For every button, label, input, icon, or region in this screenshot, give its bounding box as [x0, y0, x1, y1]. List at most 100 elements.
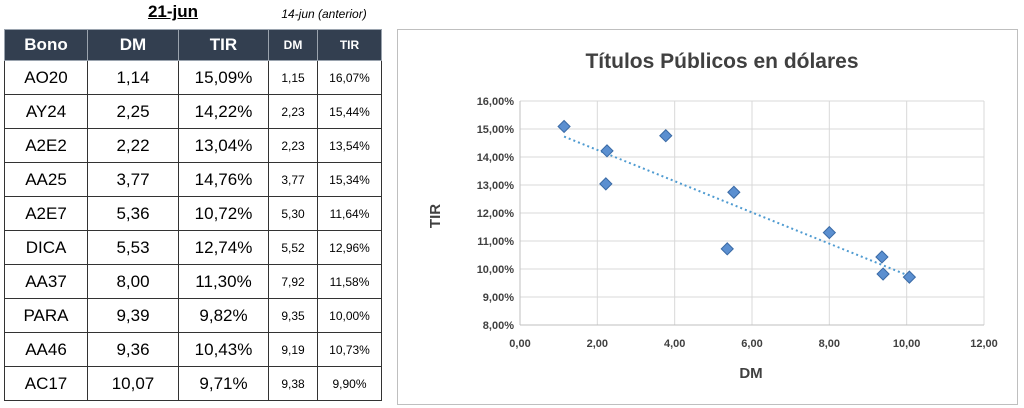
table-row: AA37 8,00 11,30% 7,92 11,58%	[4, 264, 382, 299]
x-tick-label: 6,00	[741, 338, 762, 350]
cell-dm-prev: 9,35	[268, 298, 318, 333]
x-tick-label: 12,00	[970, 338, 998, 350]
table-row: DICA 5,53 12,74% 5,52 12,96%	[4, 230, 382, 265]
chart-title: Títulos Públicos en dólares	[585, 50, 858, 73]
cell-dm: 9,36	[87, 332, 179, 367]
table-row: AA46 9,36 10,43% 9,19 10,73%	[4, 332, 382, 367]
bond-table: Bono DM TIR DM TIR AO20 1,14 15,09% 1,15 16,…	[4, 29, 382, 401]
cell-tir-prev: 11,58%	[317, 264, 382, 299]
cell-bono: DICA	[4, 230, 88, 265]
data-point	[599, 177, 613, 191]
x-tick-label: 2,00	[587, 338, 608, 350]
col-header-tir: TIR	[178, 29, 269, 61]
cell-dm: 9,39	[87, 298, 179, 333]
cell-dm-prev: 9,19	[268, 332, 318, 367]
cell-tir: 13,04%	[178, 128, 269, 163]
trendline-line	[563, 135, 910, 277]
cell-tir-prev: 15,34%	[317, 162, 382, 197]
data-points	[557, 119, 917, 284]
table-row: A2E7 5,36 10,72% 5,30 11,64%	[4, 196, 382, 231]
data-point	[876, 267, 890, 281]
cell-dm-prev: 2,23	[268, 128, 318, 163]
cell-dm: 2,22	[87, 128, 179, 163]
col-header-tir-prev: TIR	[317, 29, 382, 61]
y-tick-label: 8,00%	[483, 320, 514, 332]
y-tick-label: 15,00%	[477, 124, 515, 136]
cell-dm-prev: 1,15	[268, 60, 318, 95]
cell-dm-prev: 9,38	[268, 366, 318, 401]
data-point	[822, 225, 837, 240]
cell-dm: 3,77	[87, 162, 179, 197]
table-row: PARA 9,39 9,82% 9,35 10,00%	[4, 298, 382, 333]
cell-dm: 10,07	[87, 366, 179, 401]
cell-bono: AA25	[4, 162, 88, 197]
y-tick-label: 16,00%	[477, 96, 515, 108]
cell-tir: 9,82%	[178, 298, 269, 333]
cell-dm-prev: 5,52	[268, 230, 318, 265]
cell-tir-prev: 10,73%	[317, 332, 382, 367]
x-tick-label: 10,00	[893, 338, 921, 350]
cell-tir-prev: 13,54%	[317, 128, 382, 163]
data-point	[557, 119, 571, 134]
table-header-row: Bono DM TIR DM TIR	[4, 29, 382, 61]
x-tick-label: 4,00	[664, 338, 685, 350]
cell-bono: AA37	[4, 264, 88, 299]
y-tick-label: 10,00%	[477, 264, 515, 276]
x-tick-label: 0,00	[509, 338, 530, 350]
cell-bono: AO20	[4, 60, 88, 95]
cell-tir-prev: 12,96%	[317, 230, 382, 265]
x-tick-label: 8,00	[819, 338, 840, 350]
cell-dm-prev: 2,23	[268, 94, 318, 129]
cell-tir-prev: 15,44%	[317, 94, 382, 129]
data-point	[727, 185, 741, 199]
cell-tir: 10,43%	[178, 332, 269, 367]
cell-dm: 8,00	[87, 264, 179, 299]
cell-tir: 10,72%	[178, 196, 269, 231]
cell-tir-prev: 9,90%	[317, 366, 382, 401]
data-point	[600, 144, 614, 158]
table-row: AA25 3,77 14,76% 3,77 15,34%	[4, 162, 382, 197]
data-point	[875, 250, 889, 264]
data-point	[720, 242, 734, 256]
table-row: AY24 2,25 14,22% 2,23 15,44%	[4, 94, 382, 129]
data-point	[659, 129, 673, 143]
y-tick-label: 11,00%	[477, 236, 514, 248]
x-axis-label: DM	[739, 365, 762, 382]
cell-bono: AY24	[4, 94, 88, 129]
table-row: AC17 10,07 9,71% 9,38 9,90%	[4, 366, 382, 401]
cell-dm-prev: 5,30	[268, 196, 318, 231]
table-row: A2E2 2,22 13,04% 2,23 13,54%	[4, 128, 382, 163]
cell-dm: 2,25	[87, 94, 179, 129]
y-tick-label: 13,00%	[477, 180, 515, 192]
cell-tir: 15,09%	[178, 60, 269, 95]
y-axis-label: TIR	[427, 204, 444, 228]
cell-tir: 12,74%	[178, 230, 269, 265]
chart-svg: Títulos Públicos en dólares 8,00% 9,00% 10…	[427, 50, 998, 382]
cell-dm-prev: 3,77	[268, 162, 318, 197]
cell-bono: AA46	[4, 332, 88, 367]
cell-tir-prev: 11,64%	[317, 196, 382, 231]
cell-tir-prev: 10,00%	[317, 298, 382, 333]
cell-bono: AC17	[4, 366, 88, 401]
data-point	[902, 270, 917, 284]
y-tick-label: 12,00%	[477, 208, 515, 220]
cell-tir-prev: 16,07%	[317, 60, 382, 95]
cell-bono: A2E2	[4, 128, 88, 163]
y-tick-label: 9,00%	[483, 292, 514, 304]
cell-tir: 9,71%	[178, 366, 269, 401]
y-tick-label: 14,00%	[477, 152, 515, 164]
scatter-chart: Títulos Públicos en dólares 8,00% 9,00% 10…	[397, 29, 1018, 405]
cell-dm: 5,53	[87, 230, 179, 265]
axes: 8,00% 9,00% 10,00% 11,00% 12,00% 13,00% 14,00%…	[477, 96, 998, 350]
grid-lines	[519, 100, 985, 326]
cell-dm: 1,14	[87, 60, 179, 95]
cell-bono: A2E7	[4, 196, 88, 231]
cell-dm-prev: 7,92	[268, 264, 318, 299]
trendline	[563, 135, 910, 277]
cell-bono: PARA	[4, 298, 88, 333]
col-header-dm-prev: DM	[268, 29, 318, 61]
current-date-label: 21-jun	[147, 2, 199, 21]
cell-tir: 14,22%	[178, 94, 269, 129]
previous-date-label: 14-jun (anterior)	[281, 7, 367, 21]
col-header-bono: Bono	[4, 29, 88, 61]
